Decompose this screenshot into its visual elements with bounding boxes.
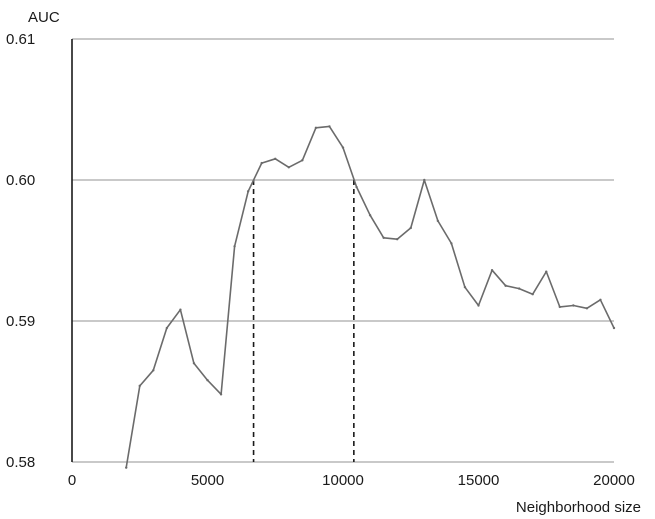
data-point [450, 242, 453, 245]
data-point [490, 269, 494, 272]
data-point [192, 362, 196, 365]
data-point [274, 157, 277, 161]
data-point [396, 238, 399, 241]
data-point [477, 304, 480, 307]
data-point [504, 284, 507, 287]
x-axis-title: Neighborhood size [516, 499, 641, 516]
data-point [260, 161, 263, 165]
series-layer [125, 125, 616, 469]
x-tick-label: 20000 [593, 472, 635, 489]
tick-labels: 0.58 0.59 0.60 0.61 0 5000 10000 15000 20000 [6, 31, 635, 489]
data-point [463, 285, 467, 289]
y-tick-label: 0.59 [6, 313, 35, 330]
y-axis-title: AUC [28, 9, 60, 26]
data-point [517, 287, 521, 290]
data-point [612, 326, 616, 330]
data-point [314, 126, 318, 130]
y-tick-label: 0.58 [6, 454, 35, 471]
x-tick-label: 15000 [458, 472, 500, 489]
y-tick-label: 0.60 [6, 172, 35, 189]
gridlines [72, 38, 614, 463]
y-tick-label: 0.61 [6, 31, 35, 48]
data-point [165, 326, 169, 330]
data-point [138, 384, 141, 388]
data-point [423, 178, 426, 182]
x-tick-label: 10000 [322, 472, 364, 489]
data-point [558, 305, 561, 309]
x-tick-label: 0 [68, 472, 76, 489]
data-point [328, 125, 331, 128]
data-point [301, 159, 304, 162]
data-point [287, 166, 290, 169]
data-point [219, 393, 223, 396]
data-point [585, 307, 589, 310]
data-point [545, 270, 548, 273]
data-point [368, 214, 372, 217]
data-point [355, 185, 358, 189]
data-point [246, 190, 250, 193]
data-point [531, 293, 534, 296]
data-point [179, 308, 182, 311]
data-point [599, 298, 602, 302]
x-tick-label: 5000 [191, 472, 224, 489]
data-point [341, 146, 345, 149]
data-point [436, 219, 440, 223]
data-point [233, 245, 236, 248]
dashed-markers [252, 180, 355, 462]
data-point [152, 369, 155, 372]
data-point [125, 466, 128, 469]
auc-series-line [125, 125, 615, 468]
data-point [382, 236, 385, 240]
data-point [409, 226, 412, 230]
data-point [206, 379, 209, 382]
data-point [572, 304, 575, 307]
